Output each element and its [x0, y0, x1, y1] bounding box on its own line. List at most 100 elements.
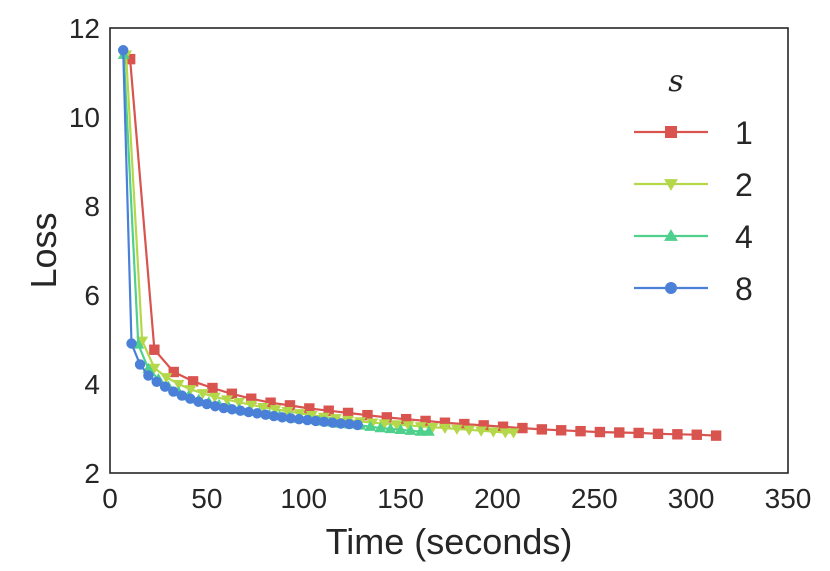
series-1-point: [594, 426, 606, 438]
series-1-point: [304, 403, 315, 414]
series-2-point: [499, 428, 512, 439]
plot-frame: [109, 27, 789, 474]
series-2-point: [245, 400, 258, 411]
series-4-point: [414, 425, 427, 436]
x-tick-label: 200: [474, 483, 521, 514]
series-2-point: [281, 406, 294, 418]
series-8-point: [310, 415, 321, 427]
series-8-point: [226, 404, 238, 415]
series-8-point: [184, 393, 196, 404]
series-1-line: [129, 59, 717, 437]
series-1-point: [633, 427, 644, 439]
series-2-point: [463, 425, 476, 436]
series-1-point: [555, 425, 567, 436]
series-2-point: [196, 389, 209, 400]
series-1-point: [536, 424, 547, 435]
series-8-point: [302, 414, 313, 426]
series-2: [120, 50, 520, 439]
series-2-point: [402, 421, 415, 432]
series-8-point: [159, 381, 171, 392]
series-4-point: [422, 425, 435, 436]
x-axis-ticks: 0 50 100 150 200 250 300 350: [102, 483, 811, 514]
series-2-point: [257, 402, 270, 414]
series-4-point: [404, 424, 417, 435]
legend-marker: [665, 126, 677, 138]
series-2-point: [269, 405, 282, 416]
series-1-point: [342, 407, 354, 419]
legend-item-8: 8: [634, 271, 753, 307]
series-2-point: [221, 395, 233, 406]
series-1-point: [439, 417, 451, 428]
series-1-point: [323, 405, 334, 416]
legend-label: 1: [735, 115, 753, 151]
legend-marker: [665, 282, 677, 294]
series-8-point: [327, 417, 338, 428]
legend-marker: [664, 179, 678, 191]
series-1-point: [459, 418, 470, 430]
series-8-point: [193, 396, 204, 407]
series-1-point: [614, 427, 625, 438]
legend-item-1: 1: [634, 115, 753, 151]
series-2-point: [366, 418, 379, 429]
series-2-point: [378, 419, 391, 430]
series-1-point: [672, 429, 683, 440]
series-8-point: [277, 412, 288, 423]
series-8-point: [134, 359, 146, 370]
y-axis-ticks: 2 4 6 8 10 12: [69, 13, 100, 489]
series-8-point: [318, 416, 330, 428]
series-1-point: [400, 413, 412, 425]
series-1-point: [497, 421, 509, 432]
series-8-point: [151, 376, 162, 387]
series-1-point: [420, 415, 431, 427]
series-1-point: [226, 388, 238, 399]
legend-title: s: [668, 64, 683, 99]
series-1-point: [149, 344, 160, 355]
series-1-point: [187, 376, 199, 387]
series-1-point: [362, 409, 373, 421]
series-8-point: [176, 390, 188, 401]
chart-marks: [117, 45, 722, 441]
series-2-point: [184, 385, 197, 396]
y-tick-label: 12: [69, 13, 100, 44]
series-1-point: [478, 420, 489, 431]
y-tick-label: 8: [84, 191, 100, 222]
series-2-point: [136, 336, 149, 347]
series-2-point: [507, 428, 520, 439]
series-1-point: [652, 428, 664, 440]
series-4-point: [374, 422, 387, 433]
series-8-point: [344, 418, 355, 430]
series-4-point: [394, 423, 407, 435]
series-8-point: [293, 413, 305, 425]
x-tick-label: 0: [102, 483, 118, 514]
x-tick-label: 100: [280, 483, 327, 514]
series-2-point: [438, 423, 451, 435]
series-2-point: [208, 392, 221, 403]
series-8-point: [235, 405, 246, 416]
legend-marker: [664, 229, 678, 241]
legend-label: 4: [735, 219, 753, 255]
series-8: [117, 45, 363, 431]
series-8-point: [168, 386, 179, 397]
series-1: [124, 53, 722, 441]
y-tick-label: 6: [84, 280, 100, 311]
series-8-point: [252, 408, 263, 419]
x-tick-label: 350: [765, 483, 812, 514]
series-2-point: [305, 410, 318, 422]
legend-item-2: 2: [634, 167, 753, 203]
y-axis-label: Loss: [23, 212, 64, 288]
series-2-point: [233, 398, 245, 409]
y-tick-label: 2: [84, 458, 100, 489]
series-8-point: [352, 419, 363, 431]
series-2-point: [475, 426, 488, 437]
series-8-line: [122, 50, 358, 426]
series-1-point: [124, 53, 136, 65]
x-tick-label: 300: [668, 483, 715, 514]
x-tick-label: 50: [191, 483, 222, 514]
series-2-point: [390, 420, 403, 431]
series-8-point: [268, 410, 280, 422]
series-1-point: [575, 425, 586, 437]
y-tick-label: 10: [69, 102, 100, 133]
series-8-point: [209, 401, 221, 412]
series-8-point: [335, 418, 347, 429]
